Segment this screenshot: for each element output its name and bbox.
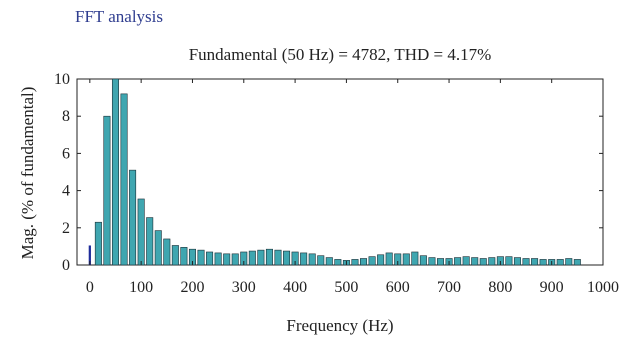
bar-3 (111, 78, 119, 266)
bar-45 (471, 257, 479, 266)
bar-43 (454, 257, 462, 266)
bar-26 (308, 253, 316, 266)
bar-5 (129, 169, 137, 266)
bar-31 (351, 259, 359, 266)
bar-51 (522, 258, 530, 266)
chart-title: Fundamental (50 Hz) = 4782, THD = 4.17% (189, 45, 492, 64)
bar-0 (88, 245, 91, 265)
x-tick-label-700: 700 (437, 279, 461, 296)
bar-35 (385, 252, 393, 266)
bar-14 (206, 251, 214, 266)
bar-33 (368, 256, 376, 266)
bar-28 (325, 257, 333, 266)
bar-52 (531, 258, 539, 266)
bars-group (88, 78, 581, 266)
bar-4 (120, 93, 128, 266)
y-tick-label-0: 0 (62, 257, 70, 274)
bar-22 (274, 249, 282, 266)
bar-47 (488, 257, 496, 266)
x-tick-label-100: 100 (129, 279, 153, 296)
bar-15 (214, 252, 222, 266)
bar-7 (146, 217, 154, 266)
y-tick-label-4: 4 (62, 183, 70, 200)
bar-25 (300, 252, 308, 266)
y-tick-label-10: 10 (54, 71, 70, 88)
bar-56 (565, 258, 573, 266)
bar-13 (197, 249, 205, 266)
bar-50 (513, 257, 521, 266)
bar-38 (411, 251, 419, 266)
y-tick-label-8: 8 (62, 108, 70, 125)
x-tick-label-900: 900 (540, 279, 564, 296)
bar-41 (436, 258, 445, 266)
x-tick-label-500: 500 (334, 279, 358, 296)
y-axis-label: Mag. (% of fundamental) (18, 87, 37, 260)
bar-55 (556, 259, 564, 266)
x-tick-label-600: 600 (386, 279, 410, 296)
x-tick-label-200: 200 (180, 279, 204, 296)
bar-29 (334, 259, 342, 266)
x-ticks-group: 0 100 200 300 400 500 600 700 800 900 1000 (86, 79, 619, 296)
bar-57 (573, 259, 581, 266)
bar-1 (94, 221, 102, 266)
bar-9 (163, 238, 171, 266)
y-ticks-group: 0 2 4 6 8 10 (54, 71, 603, 274)
bar-23 (283, 250, 291, 266)
bar-53 (539, 259, 547, 266)
y-tick-label-6: 6 (62, 145, 70, 162)
bar-49 (505, 256, 513, 266)
bar-6 (137, 198, 145, 266)
bar-19 (248, 250, 256, 266)
bar-8 (154, 230, 162, 266)
bar-40 (428, 257, 436, 266)
x-tick-label-0: 0 (86, 279, 94, 296)
window-title: FFT analysis (75, 7, 164, 26)
bar-37 (402, 253, 410, 266)
bar-16 (223, 253, 231, 266)
bar-39 (419, 255, 427, 266)
bar-46 (479, 258, 487, 266)
bar-2 (103, 115, 111, 266)
y-tick-label-2: 2 (62, 220, 70, 237)
bar-10 (171, 245, 179, 266)
bar-27 (317, 255, 325, 266)
x-tick-label-800: 800 (488, 279, 512, 296)
x-tick-label-300: 300 (232, 279, 256, 296)
x-tick-label-1000: 1000 (587, 279, 619, 296)
bar-21 (265, 248, 273, 266)
bar-44 (462, 256, 470, 266)
bar-17 (231, 253, 239, 266)
x-axis-label: Frequency (Hz) (286, 316, 393, 335)
x-tick-label-400: 400 (283, 279, 307, 296)
bar-32 (360, 258, 368, 266)
bar-20 (257, 249, 265, 266)
bar-34 (377, 254, 385, 266)
bar-11 (180, 247, 188, 266)
